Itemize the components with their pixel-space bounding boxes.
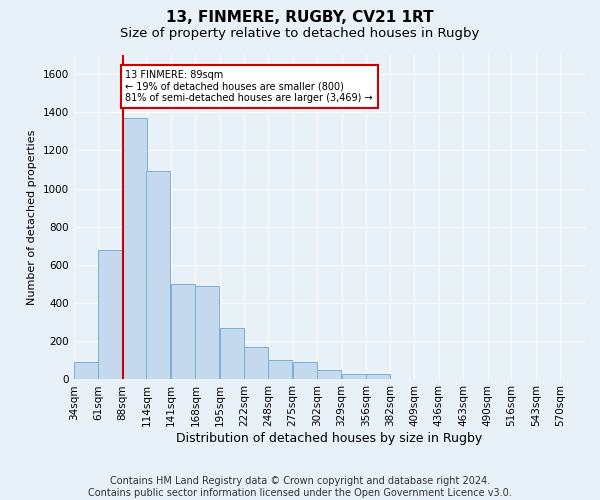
Text: Contains HM Land Registry data © Crown copyright and database right 2024.
Contai: Contains HM Land Registry data © Crown c… xyxy=(88,476,512,498)
Text: Size of property relative to detached houses in Rugby: Size of property relative to detached ho… xyxy=(121,28,479,40)
Bar xyxy=(366,374,390,380)
Bar xyxy=(171,284,195,380)
Bar xyxy=(74,362,98,380)
Bar xyxy=(123,118,147,380)
Text: 13, FINMERE, RUGBY, CV21 1RT: 13, FINMERE, RUGBY, CV21 1RT xyxy=(166,10,434,25)
Bar xyxy=(390,378,414,380)
Y-axis label: Number of detached properties: Number of detached properties xyxy=(27,130,37,305)
Text: 13 FINMERE: 89sqm
← 19% of detached houses are smaller (800)
81% of semi-detache: 13 FINMERE: 89sqm ← 19% of detached hous… xyxy=(125,70,373,104)
X-axis label: Distribution of detached houses by size in Rugby: Distribution of detached houses by size … xyxy=(176,432,482,445)
Bar xyxy=(196,286,220,380)
Bar xyxy=(293,362,317,380)
Bar xyxy=(146,172,170,380)
Bar xyxy=(317,370,341,380)
Bar xyxy=(220,328,244,380)
Bar xyxy=(268,360,292,380)
Bar xyxy=(341,374,365,380)
Bar xyxy=(244,347,268,380)
Bar xyxy=(98,250,122,380)
